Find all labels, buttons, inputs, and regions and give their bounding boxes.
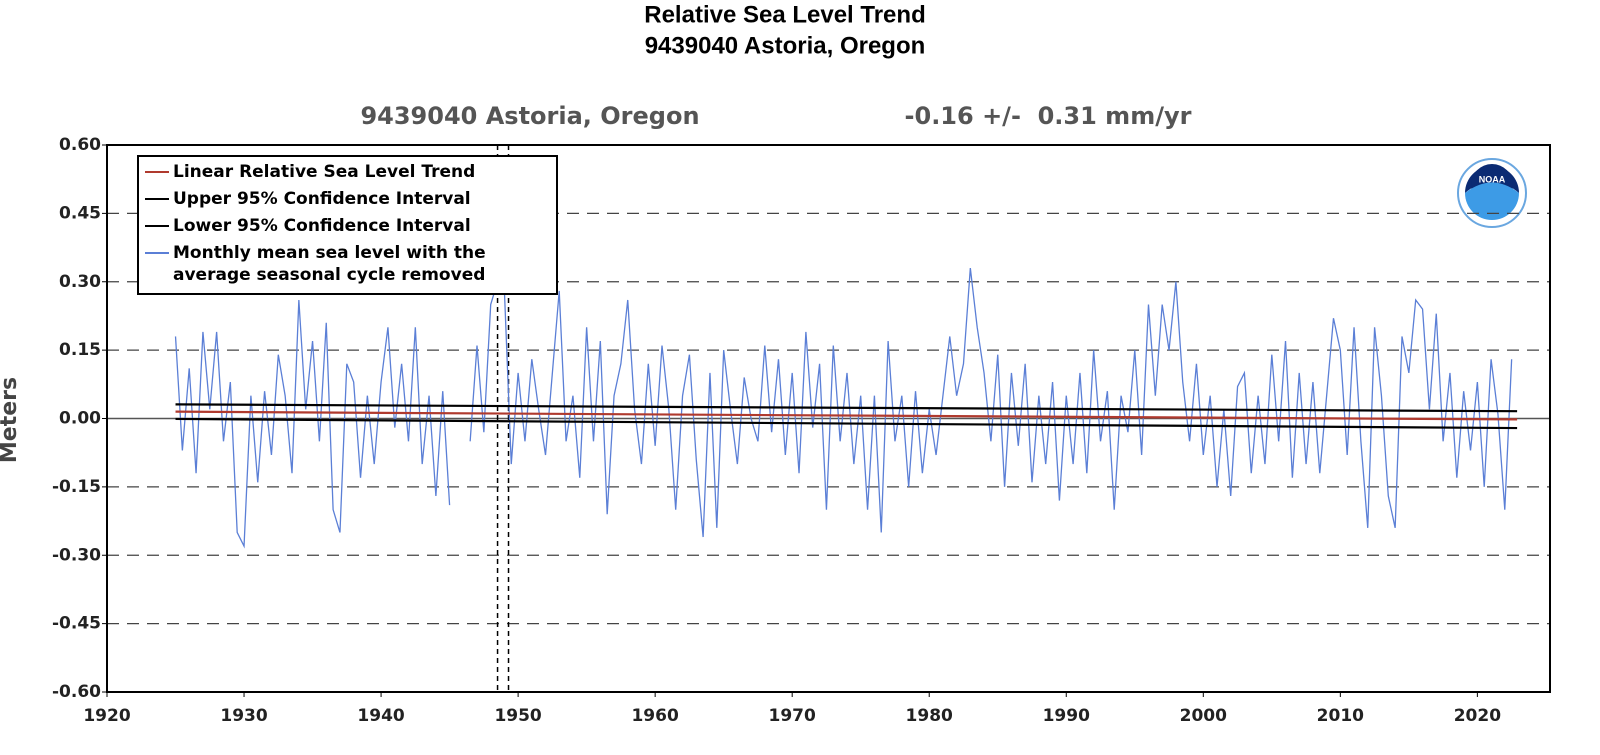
legend-swatch: [145, 198, 169, 200]
y-axis-label: Meters: [0, 377, 22, 463]
plot-frame: [106, 144, 1551, 693]
series-line: [469, 267, 1513, 538]
x-tick-label: 2000: [1180, 706, 1227, 726]
y-tick-label: -0.45: [52, 614, 101, 634]
y-tick-label: 0.60: [59, 135, 101, 155]
legend-label: Monthly mean sea level with the average …: [173, 243, 486, 285]
legend-label: Upper 95% Confidence Interval: [173, 189, 471, 209]
series-line: [175, 403, 1518, 413]
y-tick-label: -0.60: [52, 682, 101, 702]
legend-swatch: [145, 252, 169, 254]
legend: Linear Relative Sea Level Trend Upper 95%…: [137, 155, 558, 295]
x-tick-label: 1980: [906, 706, 953, 726]
x-tick-label: 1970: [769, 706, 816, 726]
series-line: [174, 299, 451, 549]
y-tick-label: 0.15: [59, 340, 101, 360]
x-tick-label: 1960: [631, 706, 678, 726]
logo-text: NOAA: [1479, 174, 1506, 184]
x-tick-label: 1930: [220, 706, 267, 726]
y-tick-label: -0.30: [52, 545, 101, 565]
trend-text: -0.16 +/- 0.31 mm/yr: [905, 102, 1192, 130]
legend-swatch: [145, 171, 169, 173]
noaa-logo: NOAA: [1457, 158, 1527, 228]
legend-label: Linear Relative Sea Level Trend: [173, 162, 476, 182]
chart-title-line2: 9439040 Astoria, Oregon: [645, 32, 926, 59]
x-tick-label: 2010: [1317, 706, 1364, 726]
plot-title: 9439040 Astoria, Oregon: [360, 102, 699, 130]
y-tick-label: 0.00: [59, 409, 101, 429]
chart-title: Relative Sea Level Trend: [644, 1, 925, 28]
x-tick-label: 1920: [83, 706, 130, 726]
x-tick-label: 1990: [1043, 706, 1090, 726]
y-tick-label: 0.45: [59, 203, 101, 223]
y-tick-label: 0.30: [59, 272, 101, 292]
legend-item: Monthly mean sea level with the average …: [145, 242, 556, 286]
legend-label: Lower 95% Confidence Interval: [173, 216, 471, 236]
x-tick-label: 2020: [1454, 706, 1501, 726]
x-tick-label: 1940: [357, 706, 404, 726]
y-tick-label: -0.15: [52, 477, 101, 497]
legend-item: Linear Relative Sea Level Trend: [145, 161, 556, 183]
legend-swatch: [145, 225, 169, 227]
logo-bottom: [1465, 182, 1519, 220]
x-tick-label: 1950: [494, 706, 541, 726]
legend-item: Upper 95% Confidence Interval: [145, 188, 556, 210]
legend-item: Lower 95% Confidence Interval: [145, 215, 556, 237]
series-line: [175, 417, 1518, 430]
series-line: [175, 410, 1518, 421]
